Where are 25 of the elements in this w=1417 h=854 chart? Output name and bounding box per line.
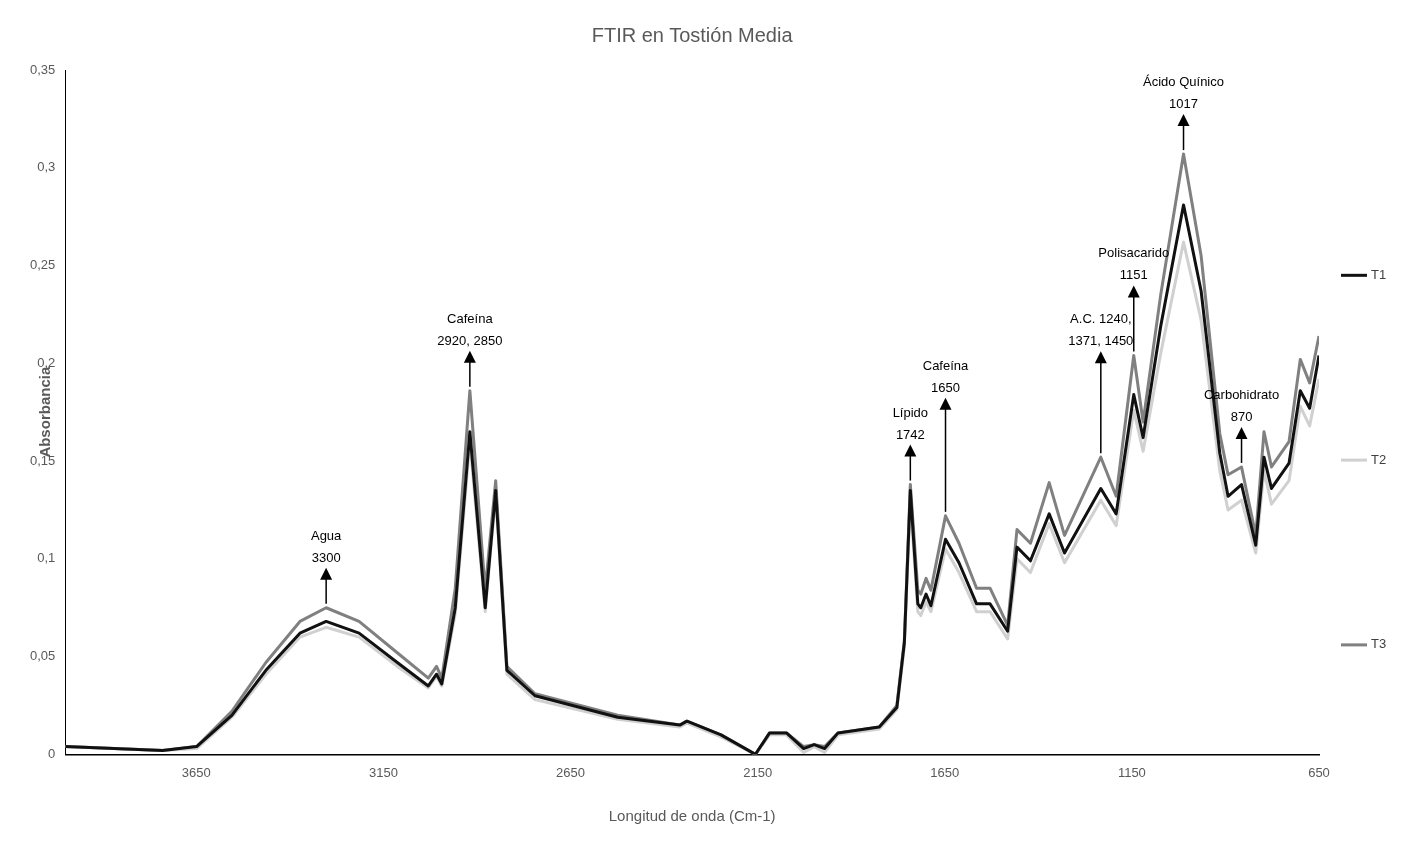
legend-label: T3 — [1371, 636, 1387, 652]
y-tick-label: 0,05 — [29, 648, 56, 664]
legend-label: T1 — [1371, 266, 1387, 282]
x-tick-label: 3150 — [368, 764, 398, 780]
annotation: Polisacarido 1151 — [1098, 245, 1170, 283]
y-tick-label: 0,35 — [29, 61, 56, 77]
annotation: Ácido Quínico 1017 — [1143, 74, 1224, 112]
x-axis-title: Longitud de onda (Cm-1) — [608, 806, 776, 824]
annotation: A.C. 1240, 1371, 1450 — [1068, 311, 1134, 349]
chart-title: FTIR en Tostión Media — [591, 23, 794, 46]
y-tick-label: 0,1 — [37, 550, 56, 566]
legend-label: T2 — [1371, 451, 1387, 467]
y-tick-label: 0,3 — [37, 159, 56, 175]
x-tick-label: 2150 — [743, 764, 773, 780]
annotation: Lípido 1742 — [892, 404, 929, 442]
x-tick-label: 650 — [1308, 764, 1330, 780]
x-tick-label: 1150 — [1117, 764, 1146, 780]
annotation: Cafeína 2920, 2850 — [437, 310, 503, 348]
y-tick-label: 0 — [48, 745, 56, 761]
x-tick-label: 3650 — [181, 764, 211, 780]
x-tick-label: 1650 — [930, 764, 960, 780]
annotation: Cafeína 1650 — [922, 357, 970, 395]
x-tick-label: 2650 — [556, 764, 585, 780]
annotation: Agua 3300 — [310, 527, 343, 565]
y-tick-label: 0,25 — [29, 257, 56, 273]
